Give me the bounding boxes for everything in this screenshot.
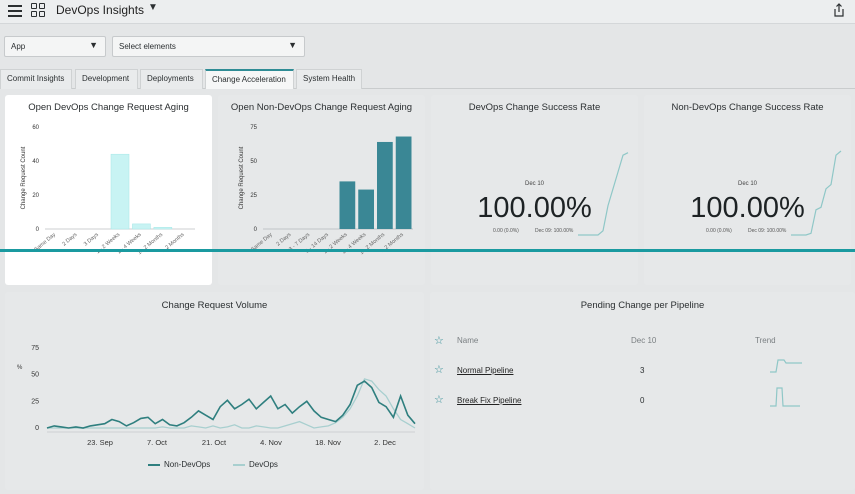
legend-non-devops[interactable]: Non-DevOps (148, 460, 210, 469)
y-tick-label: 60 (32, 125, 39, 131)
title-dropdown-icon[interactable]: ▼ (148, 2, 158, 13)
legend-swatch (233, 463, 245, 466)
x-tick-label: 2. Dec (374, 438, 396, 447)
x-tick-label: 4. Nov (260, 438, 282, 447)
app-select[interactable]: App ▼ (4, 36, 106, 57)
table-row: ☆ Normal Pipeline 3 (430, 359, 855, 390)
volume-title: Change Request Volume (161, 300, 268, 311)
y-axis-label: Change Request Count (21, 146, 27, 209)
nondevops-success-value: 100.00% (690, 192, 805, 224)
devops-aging-card: Open DevOps Change Request Aging 0 20 40 60… (5, 95, 212, 285)
top-bar: DevOps Insights ▼ (0, 0, 855, 24)
tab-change-acceleration[interactable]: Change Acceleration (205, 69, 294, 89)
nondevops-success-title: Non-DevOps Change Success Rate (671, 102, 824, 113)
sparkline (578, 152, 629, 236)
bar (395, 136, 412, 229)
y-tick-label: 20 (32, 193, 39, 199)
star-icon[interactable]: ☆ (434, 335, 444, 347)
table-header: ☆ Name Dec 10 Trend (430, 335, 855, 360)
nondevops-success-delta: 0.00 (0.0%) (706, 228, 732, 234)
bar (339, 181, 356, 229)
chevron-down-icon: ▼ (89, 40, 98, 50)
devops-success-delta: 0.00 (0.0%) (493, 228, 519, 234)
header-name[interactable]: Name (457, 336, 479, 345)
y-tick-label: 50 (31, 372, 39, 379)
pipeline-count: 0 (640, 396, 645, 405)
y-tick-label: 0 (36, 227, 40, 233)
y-axis-label: Change Request Count (239, 146, 245, 209)
tab-development[interactable]: Development (75, 69, 138, 89)
devops-success-title: DevOps Change Success Rate (468, 102, 601, 113)
tab-system-health[interactable]: System Health (296, 69, 362, 89)
app-select-value: App (11, 42, 26, 51)
y-tick-label: 40 (32, 159, 39, 165)
series-line (46, 380, 416, 429)
devops-aging-title: Open DevOps Change Request Aging (28, 102, 189, 113)
elements-select-value: Select elements (119, 42, 176, 51)
bar (153, 227, 173, 230)
legend-swatch (148, 463, 160, 466)
volume-chart: 0 25 50 75% 23. Sep 7. Oct 21. Oct 4. Nov 18. No… (17, 345, 416, 447)
tab-commit-insights[interactable]: Commit Insights (0, 69, 72, 89)
series-line (47, 378, 416, 429)
chevron-down-icon: ▼ (288, 40, 297, 50)
devops-success-card: DevOps Change Success Rate Dec 10 100.00… (431, 95, 638, 285)
devops-success-value: 100.00% (477, 192, 592, 224)
nondevops-success-sparkline (791, 150, 842, 236)
y-tick-label: 25 (31, 398, 39, 405)
bar (377, 141, 393, 229)
y-tick-label: 75 (250, 125, 257, 131)
page-title: DevOps Insights (56, 3, 145, 17)
devops-success-prev: Dec 09: 100.00% (535, 228, 574, 234)
nondevops-aging-card: Open Non-DevOps Change Request Aging 0 25… (218, 95, 425, 285)
bar (110, 153, 130, 230)
trend-sparkline (770, 387, 800, 407)
legend-label: DevOps (249, 460, 278, 469)
tab-bar: Commit Insights Development Deployments … (0, 67, 855, 89)
pipeline-link[interactable]: Break Fix Pipeline (457, 396, 522, 405)
nondevops-success-card: Non-DevOps Change Success Rate Dec 10 10… (644, 95, 851, 285)
x-tick-label: 2 Days (61, 232, 78, 248)
header-trend: Trend (755, 336, 776, 345)
y-tick-label: 25 (250, 193, 257, 199)
x-tick-label: 7. Oct (147, 438, 168, 447)
star-icon[interactable]: ☆ (434, 394, 444, 406)
y-tick-label: 0 (254, 227, 258, 233)
header-date[interactable]: Dec 10 (631, 336, 657, 345)
devops-success-sparkline (578, 152, 629, 236)
x-tick-label: 18. Nov (315, 438, 341, 447)
bar (132, 223, 151, 230)
volume-card: Change Request Volume (5, 292, 424, 490)
legend-label: Non-DevOps (164, 460, 211, 469)
bar (358, 189, 374, 229)
video-overlay-line (0, 249, 855, 252)
table-row: ☆ Break Fix Pipeline 0 (430, 387, 855, 420)
elements-select[interactable]: Select elements ▼ (112, 36, 305, 57)
y-tick-label: 0 (35, 425, 39, 432)
x-tick-label: 3 Days (83, 232, 100, 248)
grid-icon[interactable] (31, 3, 45, 17)
hamburger-icon[interactable] (8, 5, 22, 17)
legend-devops[interactable]: DevOps (233, 460, 278, 469)
pipeline-title: Pending Change per Pipeline (580, 300, 705, 311)
devops-success-date: Dec 10 (524, 181, 544, 187)
tab-deployments[interactable]: Deployments (140, 69, 203, 89)
nondevops-success-date: Dec 10 (737, 181, 757, 187)
share-icon[interactable] (833, 3, 845, 17)
x-tick-label: 23. Sep (87, 438, 113, 447)
sparkline (791, 150, 842, 236)
y-tick-label: 50 (250, 159, 257, 165)
nondevops-success-prev: Dec 09: 100.00% (748, 228, 787, 234)
x-tick-label: 21. Oct (202, 438, 227, 447)
trend-sparkline (770, 359, 802, 373)
pipeline-link[interactable]: Normal Pipeline (457, 366, 514, 375)
y-tick-label: 75 (31, 345, 39, 352)
pipeline-card: Pending Change per Pipeline (430, 292, 855, 490)
pipeline-count: 3 (640, 366, 645, 375)
nondevops-aging-title: Open Non-DevOps Change Request Aging (230, 102, 413, 113)
star-icon[interactable]: ☆ (434, 364, 444, 376)
y-axis-label: % (17, 365, 23, 371)
